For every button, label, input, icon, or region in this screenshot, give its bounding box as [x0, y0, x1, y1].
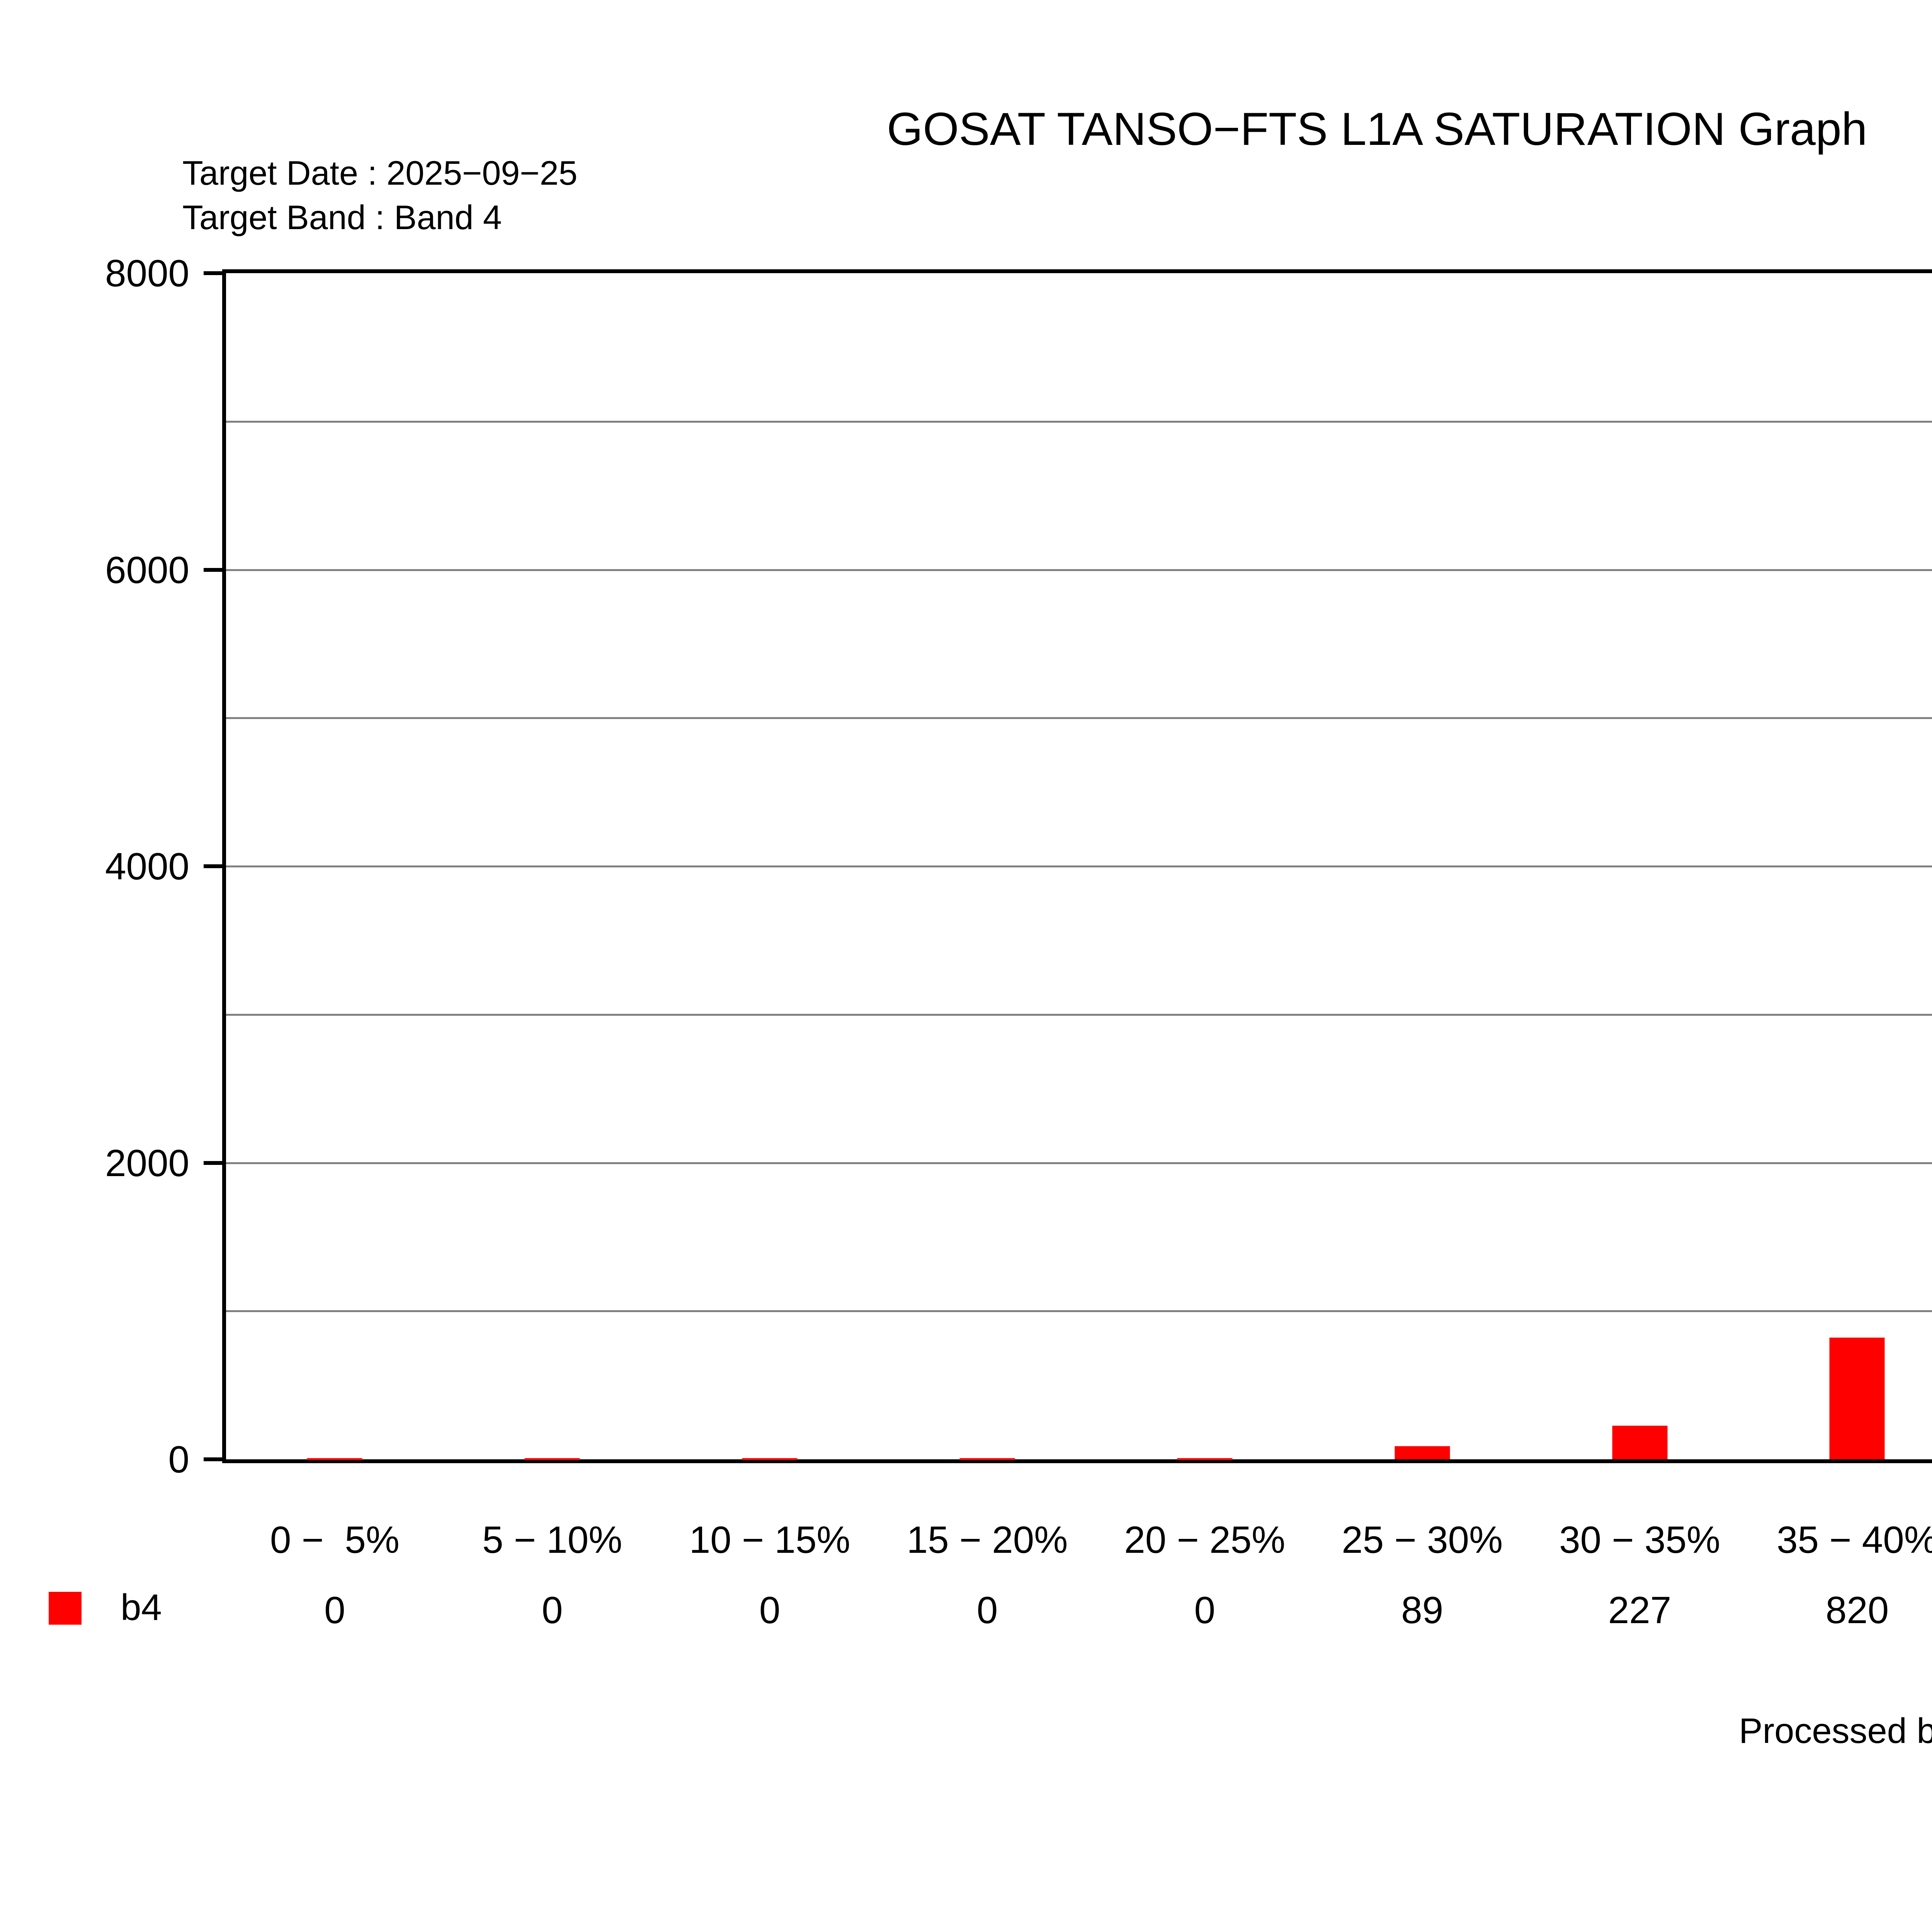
bar [307, 1458, 362, 1460]
x-tick-label: 5 − 10% [482, 1518, 622, 1561]
value-label: 0 [759, 1589, 781, 1631]
plot-area [226, 273, 1932, 1460]
y-axis-tick-left [204, 864, 222, 868]
gridline [226, 1310, 1932, 1312]
x-tick-label: 10 − 15% [689, 1518, 850, 1561]
gridline [226, 569, 1932, 571]
y-tick-label: 8000 [105, 252, 189, 294]
bar [1612, 1425, 1668, 1459]
page-title: GOSAT TANSO−FTS L1A SATURATION Graph [887, 103, 1867, 155]
bar [1829, 1338, 1885, 1459]
legend-series-label: b4 [121, 1587, 162, 1628]
gridline [226, 1013, 1932, 1016]
y-tick-label: 4000 [105, 845, 189, 887]
value-label: 0 [1194, 1589, 1216, 1631]
value-label: 820 [1825, 1589, 1889, 1631]
target-date-label: Target Date : 2025−09−25 [182, 154, 578, 192]
bar [1177, 1458, 1233, 1460]
x-tick-label: 25 − 30% [1342, 1518, 1503, 1561]
x-tick-label: 30 − 35% [1559, 1518, 1720, 1561]
x-tick-label: 20 − 25% [1124, 1518, 1286, 1561]
gridline [226, 865, 1932, 867]
x-tick-label: 35 − 40% [1777, 1518, 1932, 1561]
x-tick-label: 15 − 20% [906, 1518, 1068, 1561]
y-axis-tick-left [204, 1457, 222, 1461]
plot-frame [222, 269, 1932, 1463]
legend-swatch [49, 1592, 82, 1625]
y-tick-label: 6000 [105, 548, 189, 591]
y-axis-tick-left [204, 568, 222, 572]
y-axis-tick-left [204, 1161, 222, 1165]
bar [742, 1458, 798, 1460]
target-band-label: Target Band : Band 4 [182, 198, 502, 236]
bar [524, 1458, 580, 1460]
y-tick-label: 0 [168, 1438, 189, 1481]
bar [959, 1458, 1015, 1460]
y-tick-label: 2000 [105, 1141, 189, 1184]
gridline [226, 1162, 1932, 1164]
gridline [226, 420, 1932, 423]
footer-processed-label: Processed by JAXA/EORC at 2025−09−27 08:… [1739, 1711, 1932, 1751]
value-label: 0 [324, 1589, 345, 1631]
bar [1395, 1446, 1450, 1459]
x-tick-label: 0 − 5% [270, 1518, 400, 1561]
value-label: 89 [1401, 1589, 1444, 1631]
value-label: 0 [542, 1589, 563, 1631]
value-label: 227 [1608, 1589, 1672, 1631]
value-label: 0 [976, 1589, 998, 1631]
gridline [226, 717, 1932, 719]
y-axis-tick-left [204, 271, 222, 275]
